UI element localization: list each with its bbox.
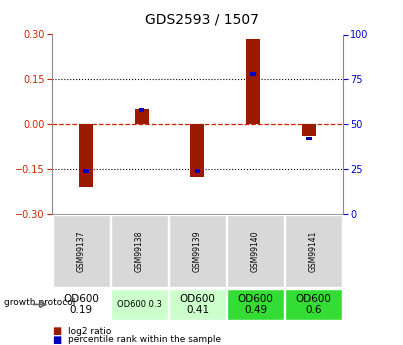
Text: OD600
0.49: OD600 0.49 [237,294,274,315]
Text: growth protocol: growth protocol [4,298,75,307]
Bar [302,124,316,136]
Bar [306,137,312,140]
Text: GSM99140: GSM99140 [251,230,260,272]
Text: OD600
0.41: OD600 0.41 [179,294,216,315]
Text: OD600 0.3: OD600 0.3 [117,300,162,309]
Text: GSM99137: GSM99137 [77,230,86,272]
Text: OD600
0.19: OD600 0.19 [63,294,100,315]
Bar [246,39,260,124]
Text: OD600
0.6: OD600 0.6 [295,294,332,315]
Bar [139,108,144,112]
Bar [83,169,89,172]
Bar [191,124,204,177]
Text: GSM99141: GSM99141 [309,230,318,272]
Text: log2 ratio: log2 ratio [68,327,111,336]
Text: GDS2593 / 1507: GDS2593 / 1507 [145,12,258,26]
Text: ■: ■ [52,326,62,336]
Bar [135,109,149,124]
Bar [251,72,256,76]
Text: percentile rank within the sample: percentile rank within the sample [68,335,221,344]
Text: GSM99139: GSM99139 [193,230,202,272]
Text: ■: ■ [52,335,62,345]
Text: GSM99138: GSM99138 [135,230,144,272]
Bar [195,169,200,172]
Bar [79,124,93,187]
